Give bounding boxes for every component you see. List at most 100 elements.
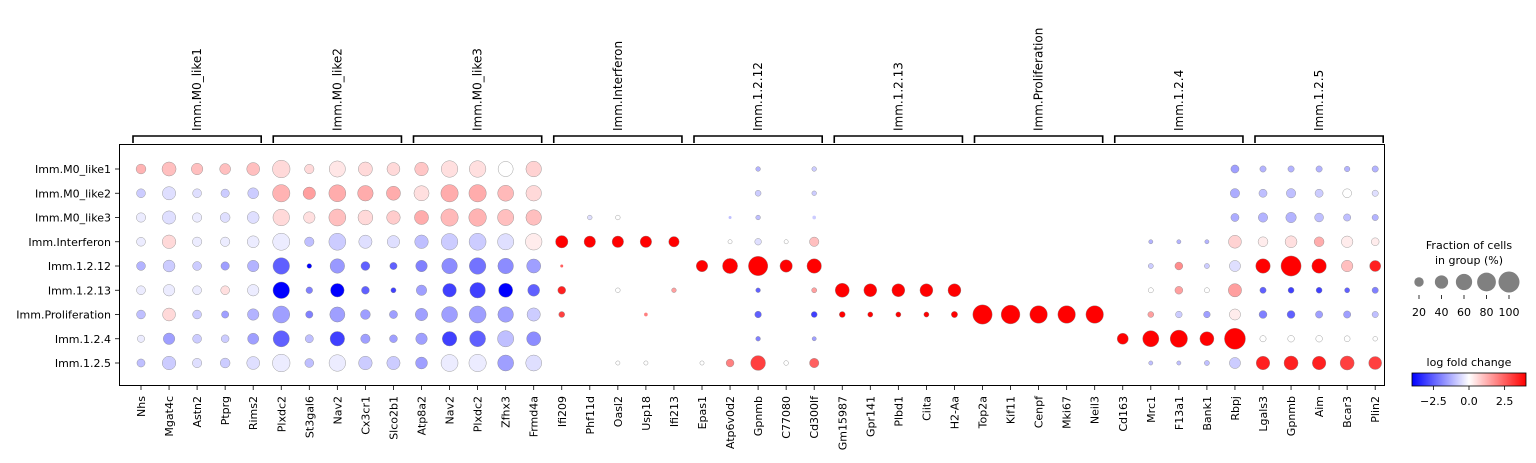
dot <box>247 235 260 248</box>
dot <box>1085 305 1104 324</box>
dot <box>869 216 872 219</box>
dot <box>468 305 487 324</box>
dot <box>1339 355 1355 371</box>
dot <box>221 334 230 343</box>
dot <box>1093 167 1096 171</box>
dot <box>644 216 648 219</box>
dot <box>1205 191 1209 195</box>
dot <box>387 235 400 249</box>
dot <box>785 289 788 292</box>
dot <box>526 307 541 322</box>
dot <box>220 261 230 271</box>
dot <box>1174 286 1183 295</box>
dot <box>272 184 291 203</box>
dot <box>729 289 732 292</box>
dot <box>360 309 371 320</box>
dot <box>1175 310 1183 319</box>
dot <box>1255 356 1270 371</box>
dot <box>981 216 984 219</box>
dot <box>700 289 704 292</box>
dot <box>953 192 956 195</box>
dot <box>588 288 592 292</box>
dot <box>220 212 231 223</box>
dot <box>919 283 934 297</box>
dot <box>1229 260 1241 272</box>
dot <box>272 354 291 372</box>
dot <box>560 361 564 365</box>
dot <box>413 185 430 202</box>
group-bracket <box>132 135 262 143</box>
dot <box>755 336 761 342</box>
dot <box>468 208 487 227</box>
dot <box>672 167 676 171</box>
group-label: Imm.1.2.5 <box>1312 70 1326 131</box>
dot <box>811 166 817 172</box>
dot <box>328 354 346 372</box>
dot <box>615 214 621 221</box>
gene-label: Neil3 <box>1089 396 1102 424</box>
dot <box>1199 331 1215 346</box>
size-legend-dot <box>1477 272 1496 292</box>
dot <box>414 234 429 249</box>
dot <box>272 233 290 251</box>
dot <box>925 167 928 171</box>
dot <box>925 361 928 365</box>
gene-label: Ifi213 <box>668 396 681 427</box>
dot <box>1065 337 1068 340</box>
dot <box>897 264 900 268</box>
dot <box>497 354 514 372</box>
group-label: Imm.Proliferation <box>1032 28 1046 131</box>
dot <box>1314 212 1324 223</box>
dot <box>161 161 177 177</box>
dot <box>1093 216 1096 219</box>
dot <box>1093 337 1096 340</box>
dot <box>247 211 260 224</box>
dot <box>555 235 569 249</box>
dot <box>1371 189 1379 197</box>
dot <box>468 233 487 251</box>
gene-label: Mrc1 <box>1145 396 1158 423</box>
dot <box>1177 216 1181 219</box>
dot <box>1315 287 1323 294</box>
dot <box>784 167 788 171</box>
dot <box>272 330 290 348</box>
dot <box>841 361 844 365</box>
dot <box>1121 361 1125 365</box>
dot <box>841 264 844 268</box>
dot <box>783 360 789 366</box>
dot <box>525 354 542 372</box>
dot <box>414 210 429 225</box>
dot <box>811 311 818 318</box>
dot <box>1037 337 1040 340</box>
dot <box>1286 310 1296 319</box>
dot <box>305 334 314 344</box>
gene-label: Lgals3 <box>1257 396 1270 432</box>
group-label: Imm.M0_like1 <box>190 48 204 131</box>
row-label: Imm.Interferon <box>28 236 111 249</box>
group-bracket <box>412 135 543 143</box>
dot <box>784 336 788 341</box>
dot <box>728 313 732 316</box>
dot <box>358 161 373 177</box>
gene-label: Nav2 <box>331 396 344 424</box>
gene-label: Gpnmb <box>752 396 765 436</box>
dot <box>1343 213 1351 222</box>
dot <box>1204 360 1210 366</box>
dot <box>1224 328 1246 350</box>
dot <box>558 311 565 318</box>
dot <box>192 188 202 198</box>
dot <box>835 283 850 298</box>
dot <box>1065 240 1068 243</box>
dot <box>440 208 459 227</box>
gene-label: Aim <box>1313 396 1326 417</box>
group-label: Imm.M0_like2 <box>330 48 344 131</box>
gene-label: Nav2 <box>444 396 457 424</box>
colorbar <box>1411 372 1527 387</box>
dot <box>811 190 817 196</box>
gene-label: Bcar3 <box>1341 396 1354 428</box>
dot <box>1286 188 1296 199</box>
dot <box>1065 361 1068 365</box>
row-label: Imm.1.2.13 <box>48 284 111 297</box>
dot <box>1148 239 1154 245</box>
dot <box>468 354 487 372</box>
